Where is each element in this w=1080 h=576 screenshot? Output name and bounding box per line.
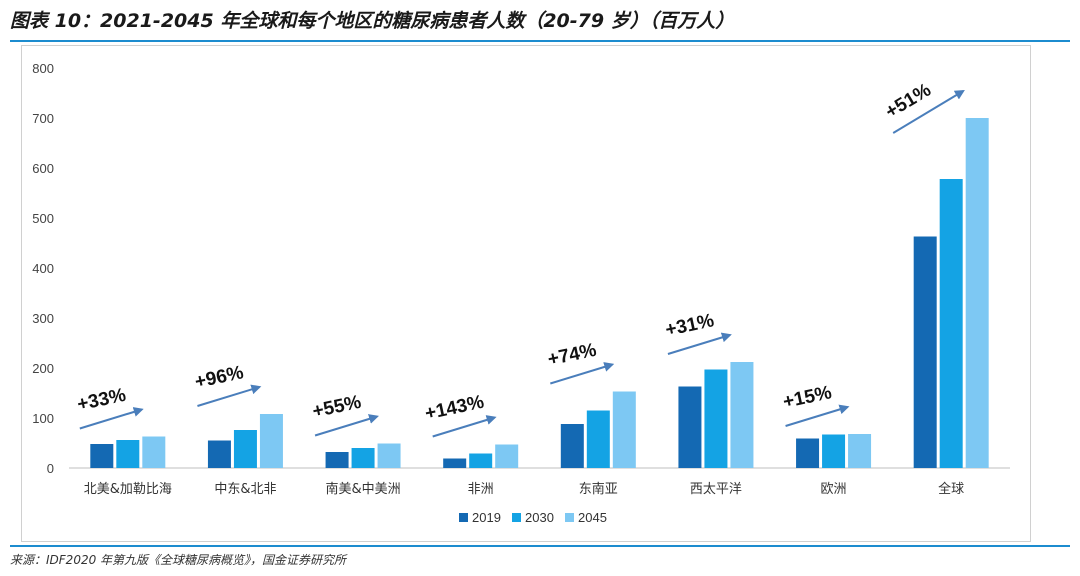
y-axis: 0 100 200 300 400 500 600 700 800 bbox=[32, 61, 54, 476]
category-label: 西太平洋 bbox=[690, 482, 742, 497]
y-tick-label: 400 bbox=[32, 261, 54, 276]
growth-arrow bbox=[314, 414, 379, 437]
bar-2030 bbox=[586, 410, 610, 468]
growth-annotations: +33% +96% +55% +143% +74% +31% +15% +51% bbox=[75, 80, 965, 438]
chart-area: 0 100 200 300 400 500 600 700 800 北美&加勒比海 中东&北非 南美… bbox=[21, 45, 1031, 542]
y-tick-label: 600 bbox=[32, 161, 54, 176]
legend-label: 2030 bbox=[525, 510, 554, 525]
bar-2030 bbox=[704, 369, 728, 468]
bar-2045 bbox=[848, 434, 872, 468]
bar-2030 bbox=[822, 434, 846, 468]
bar-2030 bbox=[233, 430, 257, 468]
growth-arrow bbox=[785, 404, 850, 427]
bar-2030 bbox=[116, 440, 140, 468]
bar-2030 bbox=[469, 453, 493, 468]
bar-2019 bbox=[560, 424, 584, 468]
bar-2030 bbox=[351, 448, 375, 468]
legend-label: 2019 bbox=[472, 510, 501, 525]
bar-2019 bbox=[796, 438, 820, 468]
category-label: 东南亚 bbox=[579, 481, 618, 497]
bar-2019 bbox=[913, 236, 937, 468]
category-label: 全球 bbox=[938, 481, 964, 497]
y-tick-label: 100 bbox=[32, 411, 54, 426]
y-tick-label: 300 bbox=[32, 311, 54, 326]
growth-arrow bbox=[892, 89, 965, 134]
bar-2030 bbox=[939, 179, 963, 468]
growth-label: +33% bbox=[75, 385, 128, 416]
legend-swatch bbox=[512, 513, 521, 522]
y-tick-label: 200 bbox=[32, 361, 54, 376]
bar-2045 bbox=[965, 118, 989, 468]
bar-2045 bbox=[612, 391, 636, 468]
growth-arrow bbox=[197, 384, 262, 407]
legend-label: 2045 bbox=[578, 510, 607, 525]
bar-2045 bbox=[730, 362, 754, 468]
x-axis: 北美&加勒比海 中东&北非 南美&中美洲 非洲 东南亚 西太平洋 欧洲 全球 bbox=[69, 467, 1010, 497]
bar-2019 bbox=[325, 452, 349, 468]
figure-title: 图表 10：2021-2045 年全球和每个地区的糖尿病患者人数（20-79 岁… bbox=[10, 10, 735, 32]
y-tick-label: 800 bbox=[32, 61, 54, 76]
growth-arrow bbox=[667, 332, 732, 355]
category-label: 北美&加勒比海 bbox=[84, 482, 172, 497]
legend-swatch bbox=[565, 513, 574, 522]
growth-arrow bbox=[79, 407, 144, 430]
legend-swatch bbox=[459, 513, 468, 522]
bar-2045 bbox=[377, 443, 401, 468]
bar-2045 bbox=[495, 444, 519, 468]
source-divider bbox=[10, 545, 1070, 547]
title-divider bbox=[10, 40, 1070, 42]
y-tick-label: 500 bbox=[32, 211, 54, 226]
category-label: 欧洲 bbox=[821, 482, 847, 497]
growth-label: +55% bbox=[311, 392, 364, 423]
growth-label: +51% bbox=[882, 80, 935, 123]
source-note: 来源：IDF2020 年第九版《全球糖尿病概览》，国金证券研究所 bbox=[10, 553, 347, 567]
bar-2019 bbox=[90, 444, 114, 468]
bar-2045 bbox=[259, 414, 283, 468]
bar-2019 bbox=[443, 458, 467, 468]
category-label: 南美&中美洲 bbox=[325, 481, 400, 497]
bar-2045 bbox=[142, 436, 166, 468]
bar-2019 bbox=[678, 386, 702, 468]
category-label: 非洲 bbox=[468, 482, 494, 497]
legend: 2019 2030 2045 bbox=[459, 510, 607, 525]
growth-arrow bbox=[432, 415, 497, 438]
bar-chart: 0 100 200 300 400 500 600 700 800 北美&加勒比海 中东&北非 南美… bbox=[32, 61, 1010, 525]
y-tick-label: 700 bbox=[32, 111, 54, 126]
growth-label: +143% bbox=[423, 392, 486, 425]
growth-label: +96% bbox=[193, 362, 246, 393]
bar-2019 bbox=[207, 440, 231, 468]
growth-label: +74% bbox=[546, 340, 599, 371]
category-label: 中东&北非 bbox=[214, 482, 276, 497]
bars-group bbox=[90, 118, 989, 468]
growth-arrow bbox=[550, 362, 615, 385]
growth-label: +31% bbox=[664, 310, 717, 341]
growth-label: +15% bbox=[781, 382, 834, 413]
y-tick-label: 0 bbox=[47, 461, 54, 476]
